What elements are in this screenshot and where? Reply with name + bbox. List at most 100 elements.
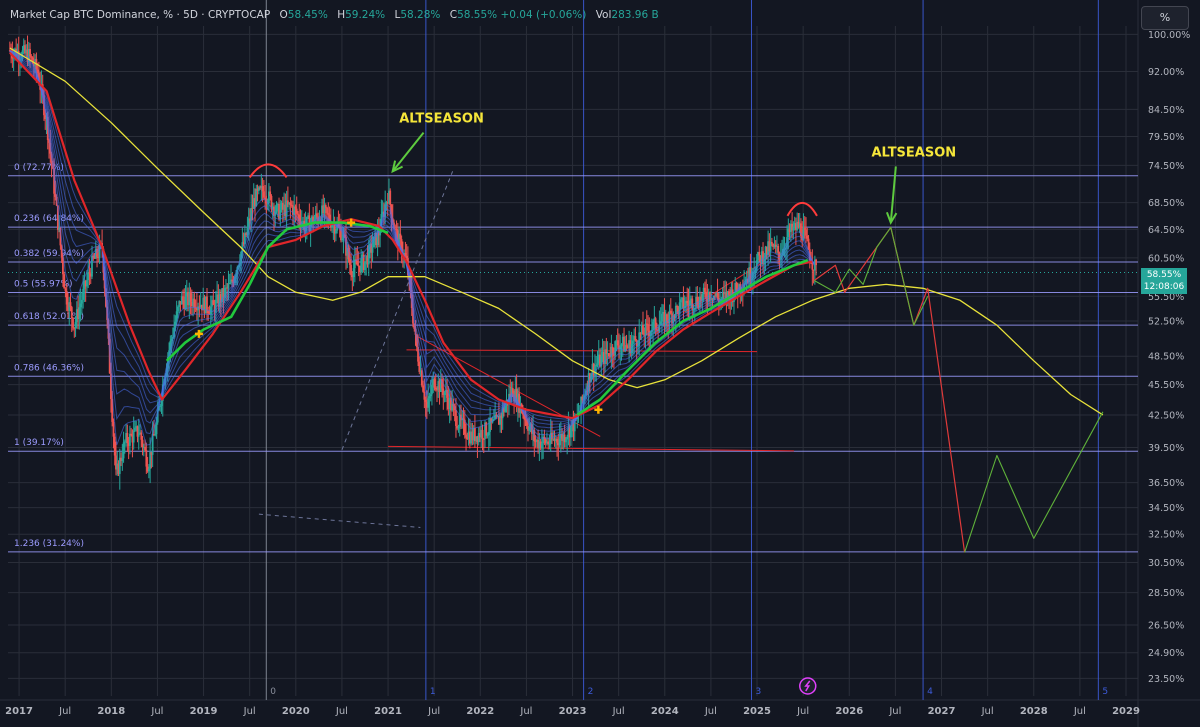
candle-body xyxy=(195,308,198,311)
candle-body xyxy=(324,205,327,208)
candle-body xyxy=(599,354,601,367)
candle-body xyxy=(87,272,90,281)
candle-body xyxy=(228,282,231,284)
candle-body xyxy=(169,340,172,351)
percent-scale-button[interactable]: % xyxy=(1141,6,1189,30)
candle-body xyxy=(666,314,668,322)
y-tick-label: 30.50% xyxy=(1148,558,1184,569)
candle-body xyxy=(557,442,560,446)
close-label: C xyxy=(449,9,458,21)
candle-body xyxy=(676,305,679,308)
candle-body xyxy=(242,242,245,245)
time-axis[interactable]: 2017 Jul 2018 Jul 2019 Jul 2020 Jul 2021 Jul 2022 J… xyxy=(5,706,1140,717)
candle-body xyxy=(764,246,767,259)
y-tick-label: 79.50% xyxy=(1148,132,1184,143)
candle-body xyxy=(322,205,325,214)
candle-body xyxy=(294,206,297,209)
candle-body xyxy=(600,356,603,367)
candle-body xyxy=(241,242,244,252)
candle-body xyxy=(328,214,331,222)
candle-body xyxy=(396,230,399,247)
candle-body xyxy=(419,370,422,372)
candle-body xyxy=(427,398,430,408)
candle-body xyxy=(811,263,814,270)
candle-body xyxy=(204,296,207,314)
candle-body xyxy=(716,293,719,298)
candle-body xyxy=(208,313,211,315)
candle-body xyxy=(645,323,648,325)
candle-body xyxy=(170,338,173,341)
low-label: L xyxy=(394,9,401,21)
candle-body xyxy=(607,352,610,357)
candle-body xyxy=(610,346,613,357)
candle-body xyxy=(643,334,646,337)
cycle-label-0: 0 xyxy=(270,687,276,697)
candle-body xyxy=(514,389,517,402)
candle-body xyxy=(801,236,804,241)
candle-body xyxy=(86,280,88,287)
candle-body xyxy=(639,332,642,334)
candle-body xyxy=(715,293,718,296)
candle-body xyxy=(141,439,144,448)
candle-body xyxy=(701,294,704,301)
candle-body xyxy=(788,228,791,232)
candle-body xyxy=(198,306,201,308)
y-tick-label: 42.50% xyxy=(1148,410,1184,421)
candle-body xyxy=(123,441,126,443)
candle-body xyxy=(620,344,623,347)
candle-body xyxy=(705,291,708,299)
candle-body xyxy=(113,436,116,456)
candle-body xyxy=(321,205,323,224)
candle-body xyxy=(271,206,274,210)
candle-body xyxy=(60,245,63,258)
candle-body xyxy=(222,288,225,298)
candle-body xyxy=(778,252,781,260)
candle-body xyxy=(633,335,636,341)
candle-body xyxy=(667,321,670,323)
candle-body xyxy=(544,439,547,444)
candle-body xyxy=(353,259,356,269)
candle-body xyxy=(797,221,800,228)
symbol-title[interactable]: Market Cap BTC Dominance, % · 5D · CRYPT… xyxy=(10,9,271,21)
candle-body xyxy=(652,321,654,330)
candle-body xyxy=(630,343,633,354)
y-tick-label: 34.50% xyxy=(1148,503,1184,514)
price-axis[interactable]: 100.00% 92.00% 84.50% 79.50% 74.50% 68.50% 64.… xyxy=(1148,30,1190,685)
candle-body xyxy=(177,306,179,312)
y-tick-label: 32.50% xyxy=(1148,530,1184,541)
candle-body xyxy=(516,393,519,407)
candle-body xyxy=(115,455,117,470)
candle-body xyxy=(628,340,630,348)
trend-line-dashed xyxy=(341,171,454,450)
candle-body xyxy=(499,415,502,425)
candle-body xyxy=(312,216,315,224)
candle-body xyxy=(466,437,469,439)
candle-body xyxy=(280,203,283,210)
candle-body xyxy=(78,307,81,319)
candle-body xyxy=(431,385,433,395)
candle-body xyxy=(372,236,375,247)
candle-body xyxy=(479,433,481,438)
candle-body xyxy=(24,45,26,54)
candle-body xyxy=(385,202,388,205)
candle-body xyxy=(759,255,762,264)
candle-body xyxy=(763,258,766,265)
candle-body xyxy=(480,429,483,438)
candle-body xyxy=(735,282,738,291)
x-tick-label: Jul xyxy=(704,706,717,717)
candle-body xyxy=(129,433,131,446)
candle-body xyxy=(69,302,72,308)
candle-body xyxy=(626,346,629,348)
candle-body xyxy=(82,288,85,300)
candle-body xyxy=(768,241,771,252)
candle-body xyxy=(346,247,349,256)
candle-body xyxy=(472,428,475,441)
candle-body xyxy=(64,288,67,291)
candle-body xyxy=(613,354,615,356)
open-label: O xyxy=(279,9,288,21)
candle-body xyxy=(399,233,402,240)
candle-body xyxy=(559,433,562,439)
candle-body xyxy=(390,205,393,219)
candle-body xyxy=(482,438,485,440)
